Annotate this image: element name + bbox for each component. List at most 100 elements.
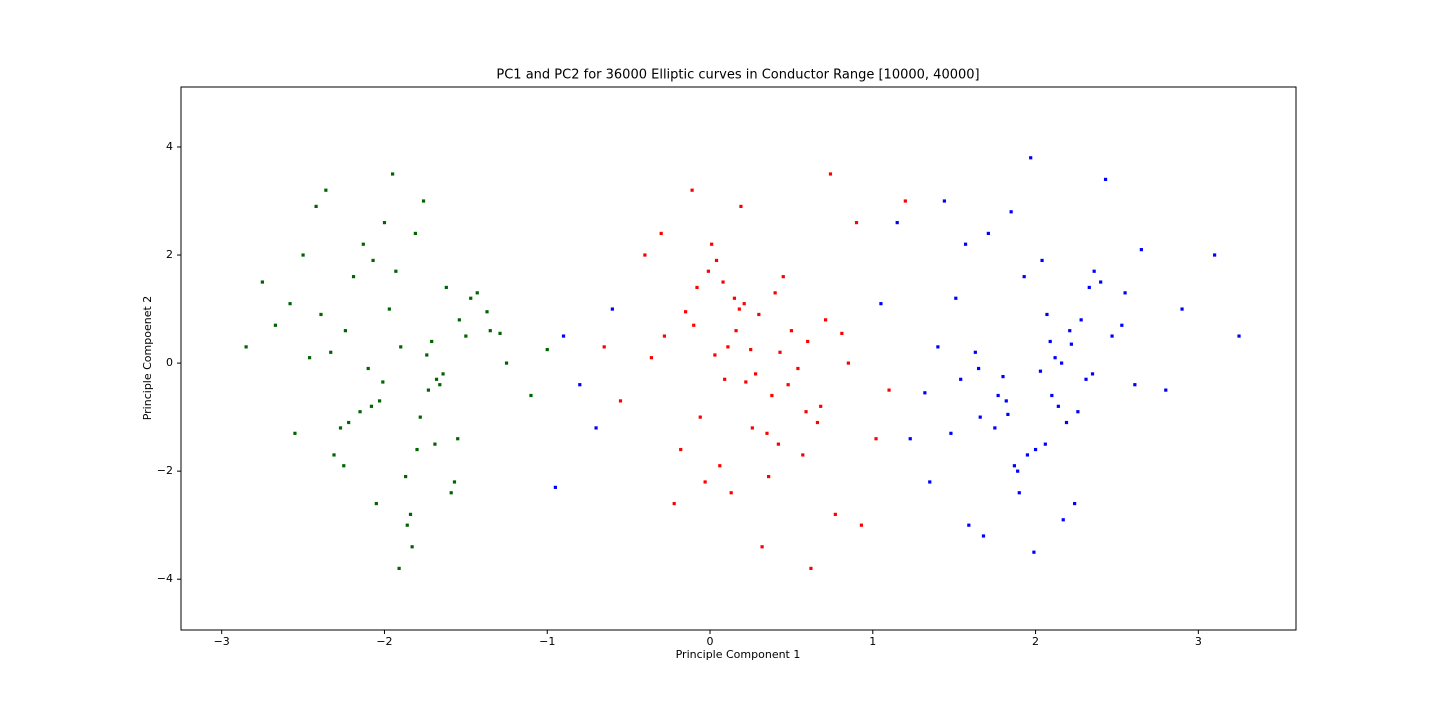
scatter-point bbox=[679, 447, 683, 452]
scatter-point bbox=[504, 361, 509, 365]
scatter-point bbox=[1139, 248, 1143, 252]
scatter-point bbox=[342, 464, 346, 468]
scatter-point bbox=[426, 388, 431, 392]
scatter-point bbox=[649, 356, 654, 360]
x-tick-label: −1 bbox=[539, 635, 555, 648]
plot-frame bbox=[180, 86, 1297, 631]
scatter-point bbox=[545, 347, 549, 352]
scatter-point bbox=[1099, 280, 1103, 284]
scatter-point bbox=[347, 420, 351, 425]
scatter-point bbox=[804, 410, 808, 414]
scatter-point bbox=[895, 221, 899, 225]
scatter-point bbox=[718, 464, 722, 468]
scatter-point bbox=[421, 199, 426, 203]
scatter-point bbox=[963, 242, 968, 246]
scatter-point bbox=[324, 188, 328, 192]
scatter-point bbox=[578, 383, 582, 387]
scatter-point bbox=[610, 307, 614, 311]
scatter-point bbox=[1025, 453, 1030, 457]
scatter-point bbox=[1090, 372, 1095, 376]
scatter-point bbox=[1237, 334, 1241, 338]
scatter-point bbox=[714, 258, 719, 263]
scatter-point bbox=[351, 275, 356, 279]
scatter-point bbox=[819, 404, 823, 408]
scatter-point bbox=[457, 318, 461, 322]
scatter-point bbox=[382, 221, 387, 225]
scatter-point bbox=[973, 350, 977, 354]
x-tick-label: 3 bbox=[1195, 635, 1202, 648]
x-tick-label: −3 bbox=[214, 635, 230, 648]
scatter-point bbox=[1038, 369, 1043, 373]
scatter-point bbox=[430, 339, 434, 344]
scatter-point bbox=[710, 242, 714, 246]
x-axis-label: Principle Component 1 bbox=[676, 648, 801, 661]
scatter-point bbox=[750, 426, 754, 430]
scatter-point bbox=[801, 453, 805, 457]
scatter-point bbox=[978, 415, 982, 419]
scatter-point bbox=[942, 199, 947, 203]
scatter-point bbox=[928, 480, 932, 484]
scatter-point bbox=[1133, 383, 1137, 387]
scatter-point bbox=[381, 380, 385, 384]
scatter-point bbox=[703, 480, 707, 484]
scatter-point bbox=[809, 566, 813, 571]
scatter-point bbox=[329, 350, 333, 354]
scatter-point bbox=[1092, 269, 1096, 273]
scatter-point bbox=[672, 501, 676, 506]
scatter-point bbox=[618, 399, 623, 403]
scatter-point bbox=[721, 280, 725, 284]
scatter-point bbox=[366, 366, 370, 371]
scatter-point bbox=[485, 310, 489, 314]
scatter-point bbox=[410, 545, 414, 549]
scatter-point bbox=[1053, 356, 1057, 360]
scatter-point bbox=[786, 383, 790, 387]
scatter-point bbox=[441, 372, 445, 376]
scatter-point bbox=[1004, 399, 1008, 403]
scatter-point bbox=[418, 415, 422, 419]
scatter-point bbox=[923, 391, 927, 395]
scatter-point bbox=[529, 393, 533, 398]
scatter-point bbox=[690, 188, 694, 192]
scatter-point bbox=[469, 296, 473, 300]
scatter-point bbox=[993, 426, 997, 430]
scatter-point bbox=[742, 302, 746, 306]
scatter-point bbox=[698, 415, 702, 419]
scatter-point bbox=[475, 291, 479, 295]
scatter-point bbox=[438, 383, 442, 387]
scatter-point bbox=[1076, 410, 1080, 414]
scatter-point bbox=[1069, 342, 1073, 346]
scatter-point bbox=[976, 366, 981, 371]
scatter-point bbox=[1061, 518, 1065, 522]
scatter-point bbox=[374, 501, 378, 506]
scatter-point bbox=[643, 253, 647, 257]
scatter-point bbox=[706, 269, 710, 273]
scatter-point bbox=[778, 350, 782, 354]
scatter-point bbox=[773, 291, 777, 295]
scatter-point bbox=[749, 347, 753, 352]
scatter-point bbox=[744, 380, 748, 384]
scatter-point bbox=[833, 512, 837, 516]
scatter-point bbox=[1073, 501, 1077, 506]
scatter-point bbox=[887, 388, 891, 392]
y-tick-label: 2 bbox=[166, 248, 173, 261]
scatter-point bbox=[662, 334, 667, 338]
scatter-point bbox=[361, 242, 365, 246]
scatter-point bbox=[683, 310, 688, 314]
scatter-point bbox=[391, 172, 395, 176]
scatter-point bbox=[371, 258, 375, 263]
scatter-point bbox=[726, 345, 730, 349]
scatter-point bbox=[456, 437, 460, 441]
scatter-point bbox=[594, 426, 598, 430]
scatter-point bbox=[1180, 307, 1184, 311]
scatter-point bbox=[776, 442, 780, 446]
scatter-point bbox=[273, 323, 278, 327]
scatter-point bbox=[1043, 442, 1047, 446]
scatter-point bbox=[1164, 388, 1168, 392]
scatter-point bbox=[986, 231, 990, 236]
scatter-point bbox=[659, 231, 663, 236]
scatter-point bbox=[954, 296, 958, 300]
scatter-point bbox=[1064, 420, 1069, 425]
scatter-point bbox=[753, 372, 758, 376]
scatter-point bbox=[859, 523, 863, 527]
